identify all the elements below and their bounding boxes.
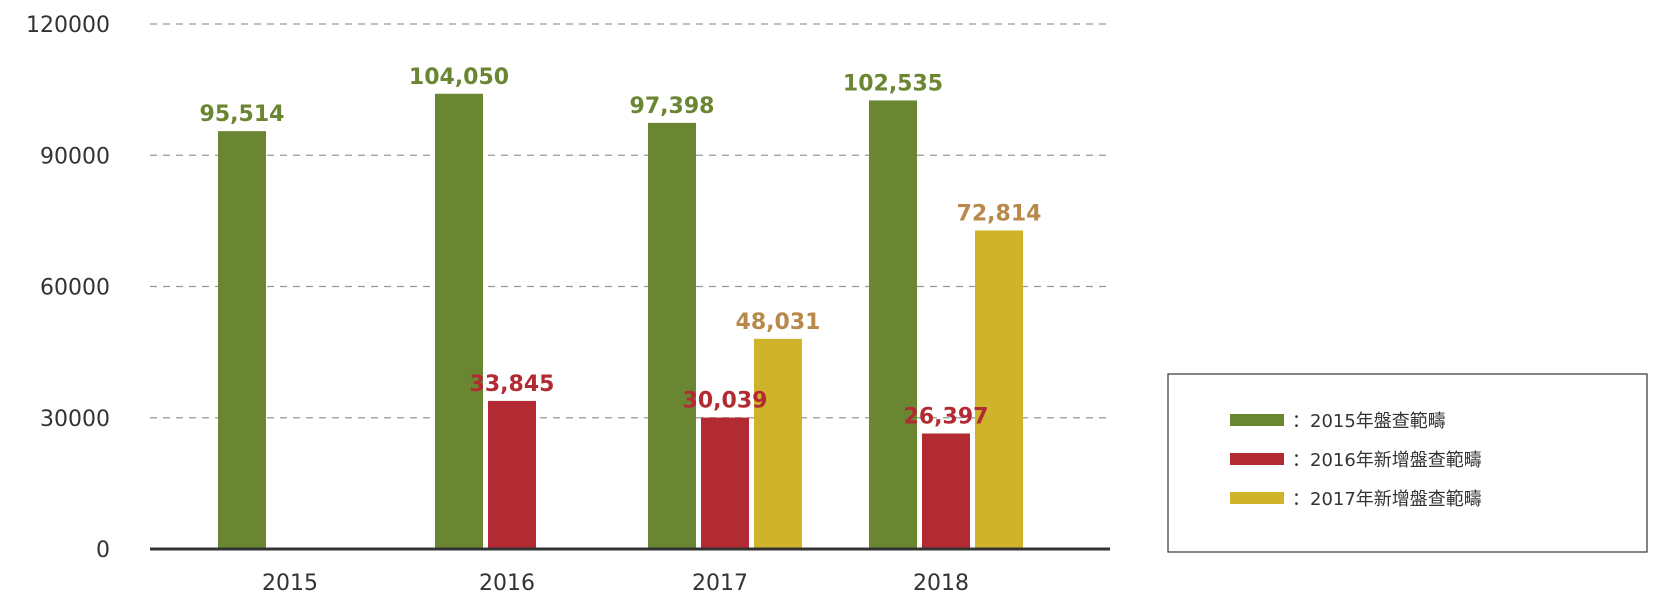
data-label: 102,535 xyxy=(843,71,943,96)
legend-label: ：2016年新增盤查範疇 xyxy=(1292,450,1482,471)
y-tick-label: 30000 xyxy=(40,407,110,432)
y-tick-label: 0 xyxy=(96,538,110,563)
x-tick-label: 2018 xyxy=(913,571,969,596)
legend-swatch xyxy=(1230,492,1284,504)
y-tick-label: 60000 xyxy=(40,276,110,301)
x-tick-label: 2017 xyxy=(692,571,748,596)
legend-swatch xyxy=(1230,414,1284,426)
bar-2017-series-2 xyxy=(701,417,749,549)
y-tick-label: 120000 xyxy=(26,13,110,38)
y-tick-label: 90000 xyxy=(40,144,110,169)
data-label: 72,814 xyxy=(957,201,1042,226)
bar-2018-series-1 xyxy=(869,100,917,550)
data-label: 48,031 xyxy=(736,310,821,335)
x-tick-label: 2015 xyxy=(262,571,318,596)
legend-label: ：2017年新增盤查範疇 xyxy=(1292,489,1482,510)
bar-2015-series-1 xyxy=(218,131,266,549)
bar-2016-series-1 xyxy=(435,93,483,549)
bar-2018-series-2 xyxy=(922,433,970,549)
legend-swatch xyxy=(1230,453,1284,465)
bar-2017-series-3 xyxy=(754,338,802,549)
bar-2018-series-3 xyxy=(975,230,1023,549)
data-label: 33,845 xyxy=(470,372,555,397)
legend: ：2015年盤查範疇 ：2016年新增盤查範疇 ：2017年新增盤查範疇 xyxy=(1167,373,1648,553)
data-label: 97,398 xyxy=(630,94,715,119)
bar-2016-series-2 xyxy=(488,400,536,549)
legend-label: ：2015年盤查範疇 xyxy=(1292,411,1446,432)
data-label: 104,050 xyxy=(409,65,509,90)
x-tick-label: 2016 xyxy=(479,571,535,596)
data-label: 30,039 xyxy=(683,389,768,414)
data-label: 26,397 xyxy=(904,405,989,430)
data-label: 95,514 xyxy=(200,102,285,127)
bar-2017-series-1 xyxy=(648,122,696,549)
